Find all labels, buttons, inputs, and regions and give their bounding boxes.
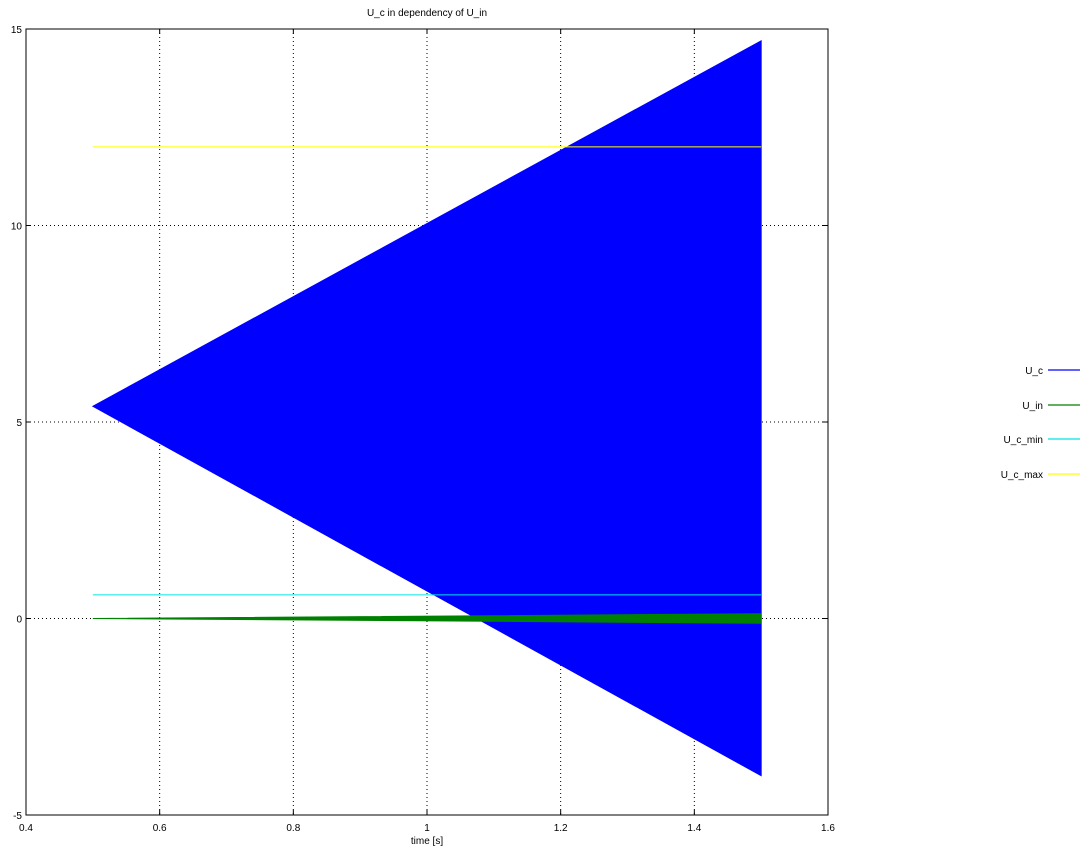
legend-label: U_in <box>1022 401 1043 412</box>
x-tick-label: 0.8 <box>286 823 300 834</box>
series-u-c-envelope <box>91 39 762 777</box>
y-tick-label: 5 <box>16 418 22 429</box>
legend-label: U_c_min <box>1004 435 1043 446</box>
x-tick-label: 1.2 <box>554 823 568 834</box>
x-tick-label: 0.6 <box>153 823 167 834</box>
x-tick-label: 1.4 <box>687 823 701 834</box>
chart-title: U_c in dependency of U_in <box>367 8 487 19</box>
x-tick-label: 0.4 <box>19 823 33 834</box>
x-tick-label: 1 <box>424 823 430 834</box>
legend-label: U_c_max <box>1001 470 1043 481</box>
y-tick-label: -5 <box>13 811 22 822</box>
y-tick-label: 15 <box>11 25 23 36</box>
x-axis-label: time [s] <box>411 836 443 847</box>
y-tick-label: 0 <box>16 615 22 626</box>
legend-label: U_c <box>1025 366 1043 377</box>
x-tick-label: 1.6 <box>821 823 835 834</box>
axis-ticks: 0.4 0.6 0.8 1 1.2 1.4 1.6 -5 0 5 10 15 <box>11 25 836 834</box>
y-tick-label: 10 <box>11 222 23 233</box>
series-u-in-envelope <box>92 613 762 624</box>
legend: U_c U_in U_c_min U_c_max <box>1001 366 1080 481</box>
series-layer <box>91 39 762 777</box>
